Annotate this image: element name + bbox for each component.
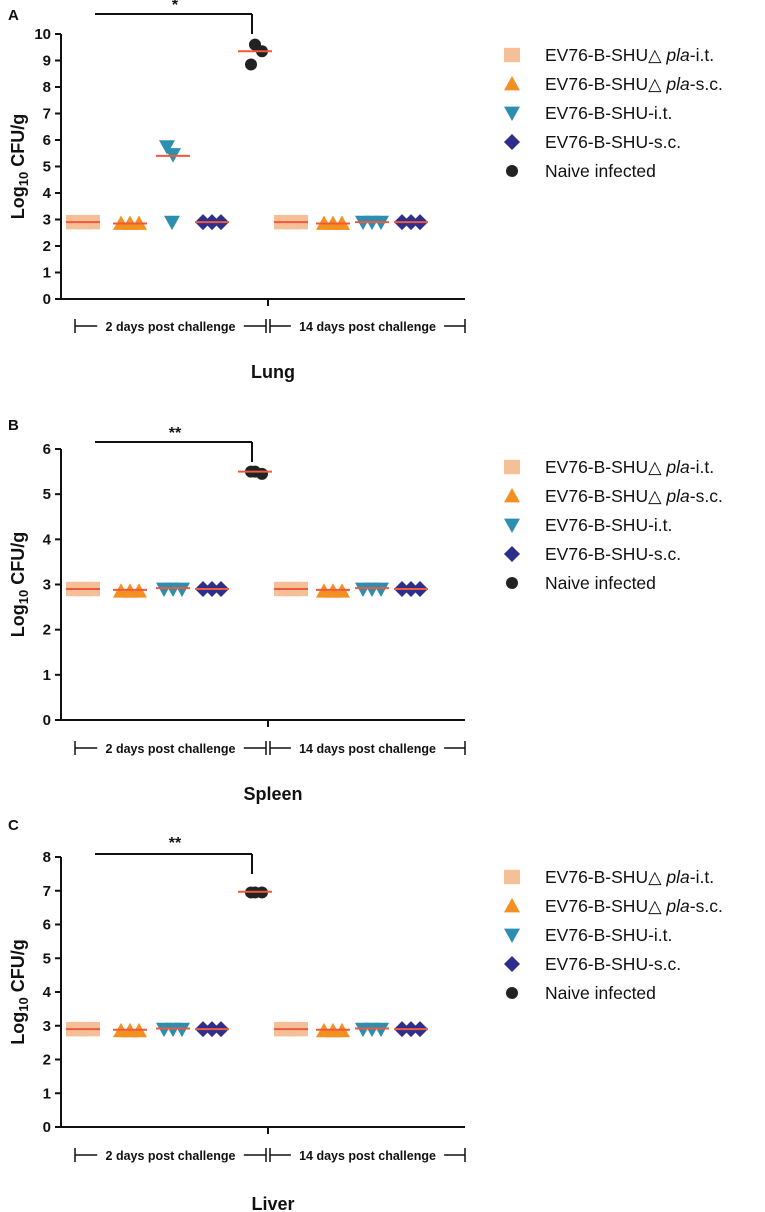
y-tick-label: 1 — [43, 265, 51, 282]
panel-letter: B — [8, 417, 19, 434]
y-tick-label: 3 — [43, 577, 51, 594]
legend-label: EV76-B-SHU-s.c. — [545, 954, 681, 974]
legend-marker — [504, 459, 520, 475]
significance-label: * — [172, 0, 179, 14]
panel-letter: A — [8, 7, 19, 24]
group-bracket-day2: 2 days post challenge — [74, 1148, 267, 1163]
panel-title: Lung — [251, 362, 295, 382]
panel-title: Spleen — [243, 784, 302, 804]
group-bracket-day14: 14 days post challenge — [269, 319, 466, 334]
significance-bracket: ** — [95, 835, 253, 874]
y-axis-label: Log10 CFU/g — [8, 532, 31, 637]
legend-label: EV76-B-SHU-s.c. — [545, 132, 681, 152]
y-tick-label: 1 — [43, 667, 51, 684]
legend-label: EV76-B-SHU△ pla-s.c. — [545, 486, 723, 506]
data-point — [245, 58, 257, 71]
group-label: 14 days post challenge — [299, 320, 436, 334]
y-axis-label: Log10 CFU/g — [8, 114, 31, 219]
legend-marker — [504, 76, 520, 91]
group-bracket-day2: 2 days post challenge — [74, 319, 267, 334]
legend-label: Naive infected — [545, 161, 656, 181]
y-tick-label: 4 — [43, 984, 52, 1001]
y-tick-label: 0 — [43, 712, 51, 729]
data-point — [174, 582, 190, 598]
y-axis-label: Log10 CFU/g — [8, 939, 31, 1044]
group-bracket-day2: 2 days post challenge — [74, 741, 267, 756]
legend-marker — [504, 898, 520, 913]
panel-title: Liver — [251, 1194, 294, 1212]
legend-marker — [504, 47, 520, 63]
data-point — [159, 140, 175, 155]
data-point — [256, 467, 268, 480]
legend-label: EV76-B-SHU△ pla-i.t. — [545, 45, 714, 65]
significance-label: ** — [169, 835, 182, 852]
legend-marker — [504, 134, 520, 150]
y-tick-label: 0 — [43, 291, 51, 308]
legend-marker — [506, 577, 518, 589]
y-tick-label: 5 — [43, 950, 51, 967]
y-tick-label: 2 — [43, 1052, 51, 1069]
legend-label: Naive infected — [545, 573, 656, 593]
legend-marker — [504, 546, 520, 562]
y-tick-label: 10 — [34, 26, 51, 43]
legend-label: EV76-B-SHU-i.t. — [545, 103, 672, 123]
data-point — [174, 1022, 190, 1038]
y-tick-label: 4 — [43, 531, 52, 548]
legend: EV76-B-SHU△ pla-i.t. EV76-B-SHU△ pla-s.c.… — [504, 45, 723, 181]
group-label: 2 days post challenge — [106, 1149, 236, 1163]
group-label: 2 days post challenge — [106, 320, 236, 334]
y-tick-label: 8 — [43, 849, 51, 866]
data-point — [373, 1022, 389, 1038]
legend-marker — [504, 106, 520, 121]
panel-c: C 0 1 2 3 4 5 6 7 8 Log10 CFU/g 2 days post challen… — [8, 817, 723, 1212]
y-tick-label: 3 — [43, 212, 51, 229]
panel-a: A 0 1 2 3 4 5 6 7 8 9 10 Log10 CFU/g 2 days post chal… — [8, 0, 723, 382]
legend-label: EV76-B-SHU-i.t. — [545, 515, 672, 535]
y-tick-label: 1 — [43, 1085, 51, 1102]
significance-bracket: ** — [95, 425, 253, 462]
legend: EV76-B-SHU△ pla-i.t. EV76-B-SHU△ pla-s.c.… — [504, 867, 723, 1003]
legend-label: EV76-B-SHU△ pla-i.t. — [545, 457, 714, 477]
legend-marker — [504, 869, 520, 885]
y-tick-label: 2 — [43, 622, 51, 639]
legend-marker — [504, 928, 520, 943]
significance-label: ** — [169, 425, 182, 442]
legend-label: EV76-B-SHU△ pla-i.t. — [545, 867, 714, 887]
y-tick-label: 8 — [43, 79, 51, 96]
panel-b: B 0 1 2 3 4 5 6 Log10 CFU/g 2 days post challenge… — [8, 417, 723, 804]
legend-label: EV76-B-SHU-i.t. — [545, 925, 672, 945]
legend-marker — [504, 518, 520, 533]
legend: EV76-B-SHU△ pla-i.t. EV76-B-SHU△ pla-s.c.… — [504, 457, 723, 593]
data-point — [164, 215, 180, 231]
significance-bracket: * — [95, 0, 253, 34]
y-tick-label: 4 — [43, 185, 52, 202]
group-bracket-day14: 14 days post challenge — [269, 1148, 466, 1163]
legend-marker — [506, 987, 518, 999]
legend-label: Naive infected — [545, 983, 656, 1003]
y-tick-label: 6 — [43, 917, 51, 934]
legend-label: EV76-B-SHU△ pla-s.c. — [545, 74, 723, 94]
y-tick-label: 6 — [43, 132, 51, 149]
y-tick-label: 5 — [43, 486, 51, 503]
legend-marker — [506, 165, 518, 177]
y-tick-label: 6 — [43, 441, 51, 458]
legend-label: EV76-B-SHU-s.c. — [545, 544, 681, 564]
y-tick-label: 0 — [43, 1119, 51, 1136]
group-label: 2 days post challenge — [106, 742, 236, 756]
group-bracket-day14: 14 days post challenge — [269, 741, 466, 756]
legend-label: EV76-B-SHU△ pla-s.c. — [545, 896, 723, 916]
y-tick-label: 5 — [43, 159, 51, 176]
y-tick-label: 7 — [43, 883, 51, 900]
legend-marker — [504, 956, 520, 972]
group-label: 14 days post challenge — [299, 1149, 436, 1163]
panel-letter: C — [8, 817, 19, 834]
group-label: 14 days post challenge — [299, 742, 436, 756]
legend-marker — [504, 488, 520, 503]
y-tick-label: 7 — [43, 106, 51, 123]
y-tick-label: 3 — [43, 1018, 51, 1035]
y-tick-label: 9 — [43, 53, 51, 70]
y-tick-label: 2 — [43, 238, 51, 255]
data-point — [373, 582, 389, 598]
